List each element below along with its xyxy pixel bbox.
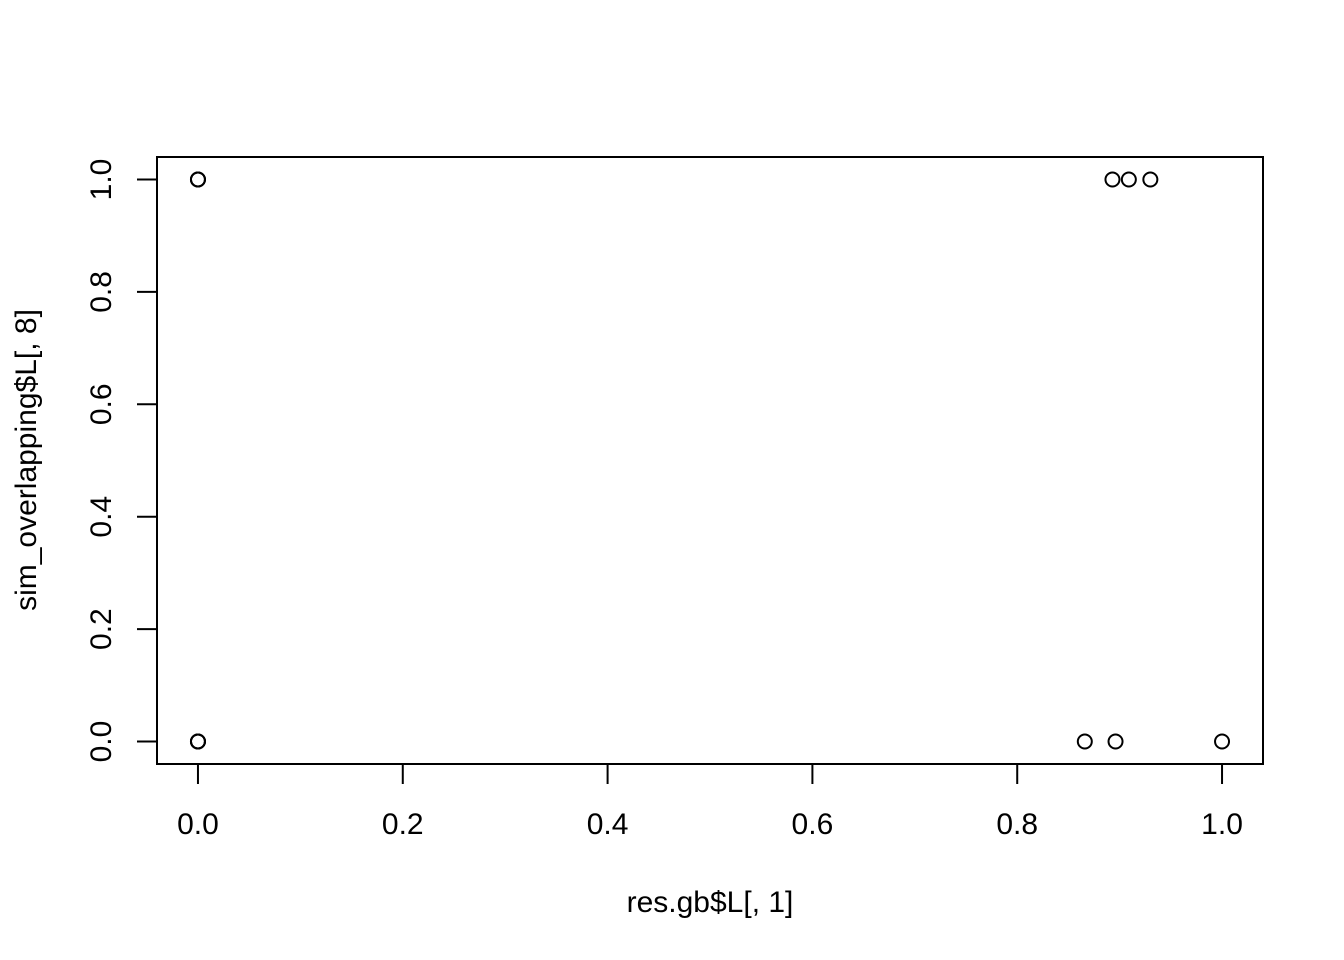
x-tick-label: 1.0 <box>1201 808 1243 841</box>
y-tick-label: 0.8 <box>85 271 118 313</box>
data-point <box>189 733 206 750</box>
y-tick-label: 0.6 <box>85 383 118 425</box>
data-point <box>1104 171 1121 188</box>
data-point <box>189 171 206 188</box>
data-point <box>1142 171 1159 188</box>
x-tick-label: 0.0 <box>177 808 219 841</box>
x-tick-label: 0.8 <box>996 808 1038 841</box>
x-axis: 0.0 0.2 0.4 0.6 0.8 1.0 <box>177 763 1243 841</box>
data-points <box>189 171 1231 750</box>
y-tick-label: 0.2 <box>85 608 118 650</box>
y-axis-title: sim_overlapping$L[, 8] <box>10 309 43 611</box>
y-tick-label: 0.0 <box>85 721 118 763</box>
x-tick-label: 0.4 <box>587 808 629 841</box>
plot-frame <box>156 156 1264 765</box>
x-tick-label: 0.2 <box>382 808 424 841</box>
data-point <box>1107 733 1124 750</box>
data-point <box>1120 171 1137 188</box>
data-point <box>1076 733 1093 750</box>
data-point <box>1214 733 1231 750</box>
y-tick-label: 0.4 <box>85 496 118 538</box>
y-axis: 0.0 0.2 0.4 0.6 0.8 1.0 <box>85 159 158 763</box>
y-tick-label: 1.0 <box>85 159 118 201</box>
x-tick-label: 0.6 <box>792 808 834 841</box>
x-axis-title: res.gb$L[, 1] <box>627 886 794 919</box>
